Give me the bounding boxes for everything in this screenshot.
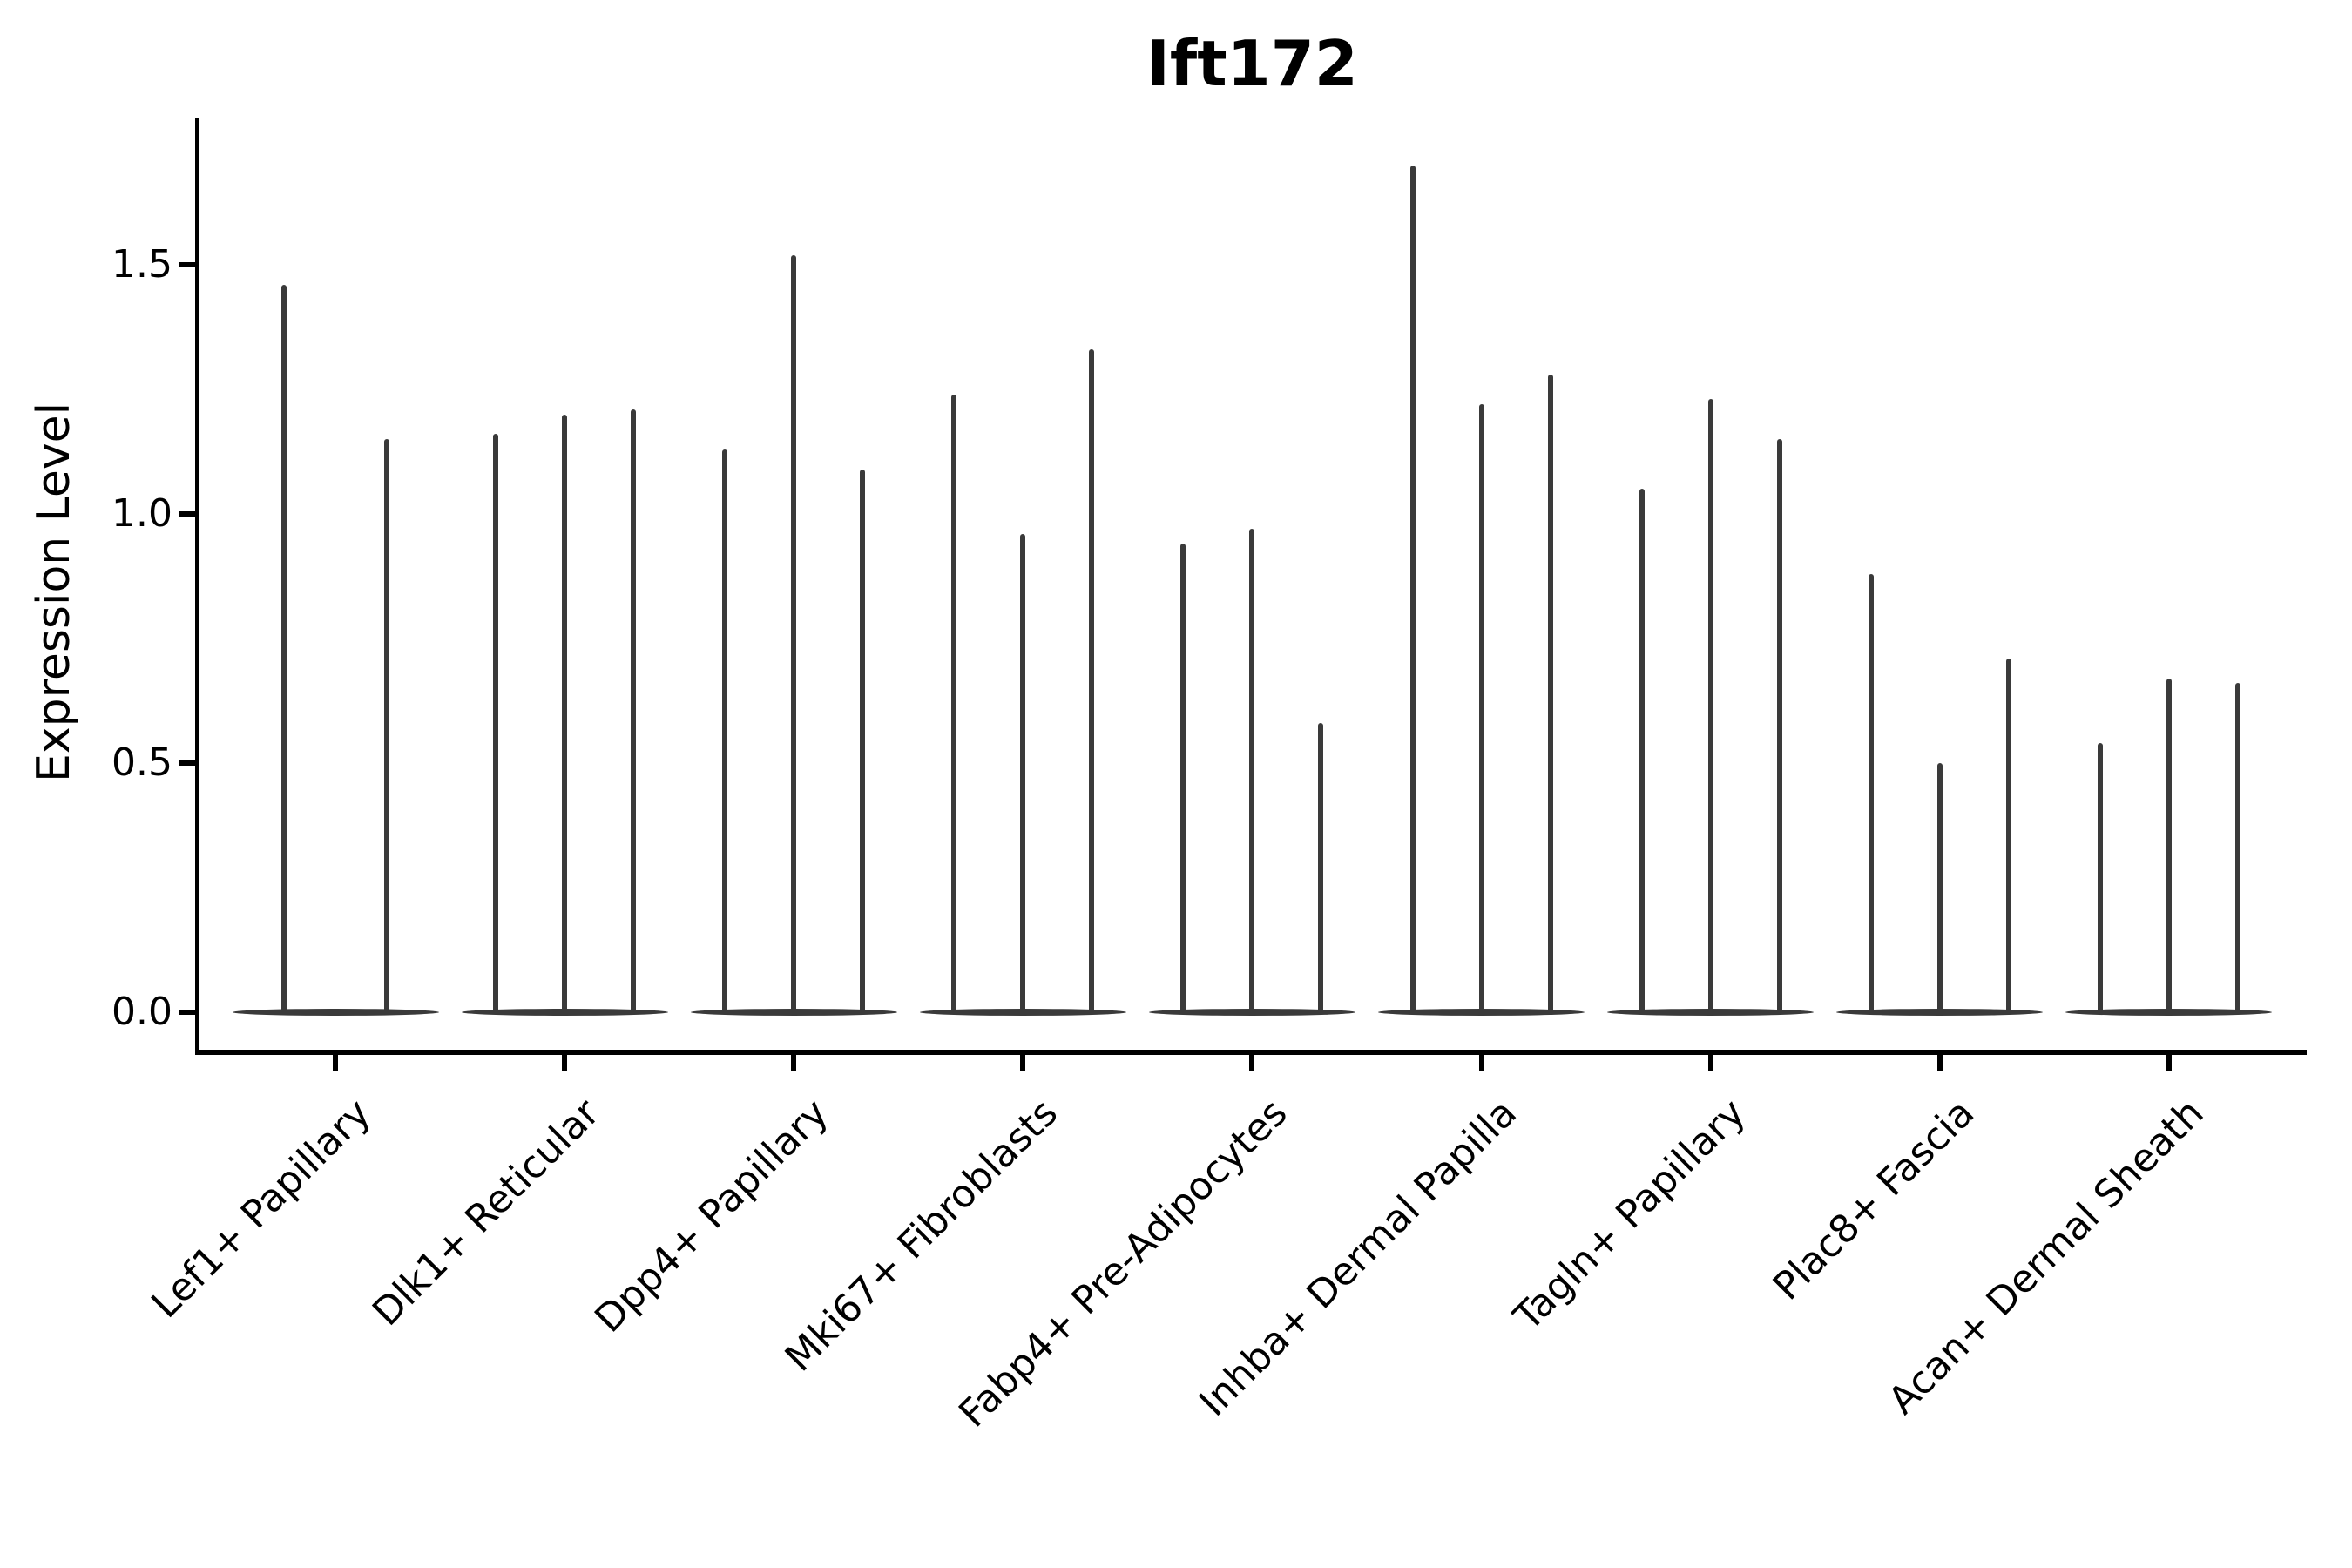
y-tick [179,511,195,517]
violin-spike [1318,723,1324,1014]
y-tick [179,760,195,766]
violin-spike [2097,743,2103,1014]
violin-spike [1707,399,1713,1014]
violin-spike [2005,658,2011,1014]
violin-spike [1478,404,1484,1014]
violin-spike [1249,529,1255,1014]
x-tick [1707,1055,1713,1071]
violin-spike [2234,683,2240,1014]
y-tick-label: 0.0 [112,990,172,1034]
violin-base [232,1009,439,1016]
y-tick [179,1010,195,1015]
violin-spike [384,439,390,1014]
violin-spike [562,414,568,1014]
violin-spike [791,254,797,1014]
x-tick [562,1055,568,1071]
violin-spike [722,449,728,1014]
x-tick [791,1055,797,1071]
violin-spike [2166,678,2172,1014]
plot-title: Ift172 [1146,27,1358,100]
violin-spike [1868,573,1874,1014]
violin-spike [1936,763,1943,1014]
violin-spike [1409,165,1416,1014]
x-tick-label: Dpp4+ Papillary [586,1091,838,1342]
y-tick-label: 1.5 [112,242,172,287]
violin-spike [1776,439,1782,1014]
violin-spike [1180,544,1186,1014]
violin-spike [860,469,866,1014]
y-tick-label: 1.0 [112,491,172,536]
y-tick [179,262,195,267]
x-tick [1936,1055,1943,1071]
x-tick [333,1055,338,1071]
x-axis-spine [195,1050,2307,1055]
violin-spike [1089,349,1095,1014]
violin-spike [1547,374,1553,1014]
violin-spike [280,284,287,1014]
y-axis-label: Expression Level [28,402,80,783]
x-tick-label: Dlk1+ Reticular [364,1091,609,1335]
x-tick [1478,1055,1484,1071]
x-tick [1249,1055,1255,1071]
x-tick [1020,1055,1026,1071]
y-axis-spine [195,118,199,1055]
violin-spike [1639,489,1645,1014]
violin-spike [631,409,637,1014]
violin-spike [951,394,957,1014]
violin-spike [1020,533,1026,1014]
x-tick-label: Plac8+ Fascia [1765,1091,1984,1309]
y-tick-label: 0.5 [112,740,172,785]
x-tick [2166,1055,2172,1071]
violin-spike [493,434,499,1014]
x-tick-label: Lef1+ Papillary [142,1091,380,1328]
x-tick-label: Tagln+ Papillary [1505,1091,1754,1340]
